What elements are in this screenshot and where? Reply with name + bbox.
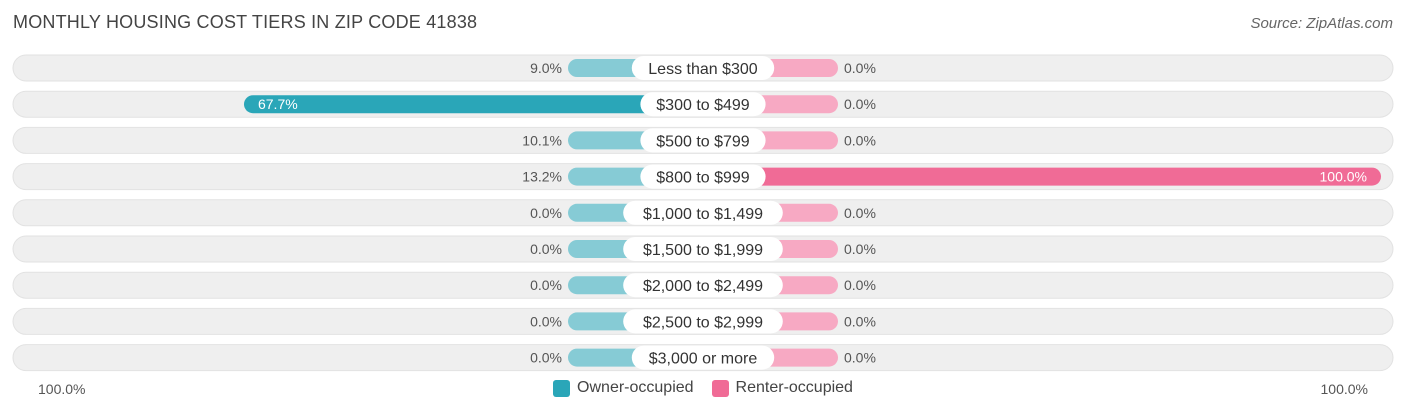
owner-value-label: 0.0%: [530, 277, 562, 293]
legend: Owner-occupied Renter-occupied: [0, 379, 1406, 397]
axis-left-max-label: 100.0%: [38, 381, 86, 397]
owner-value-label: 9.0%: [530, 60, 562, 76]
category-label: $2,000 to $2,499: [643, 278, 763, 295]
category-pill: [623, 273, 783, 298]
renter-value-label: 100.0%: [1320, 169, 1367, 185]
category-label: $800 to $999: [656, 170, 750, 187]
chart-title: MONTHLY HOUSING COST TIERS IN ZIP CODE 4…: [13, 12, 478, 32]
owner-value-label: 67.7%: [258, 96, 298, 112]
category-pill: [640, 92, 766, 117]
renter-value-label: 0.0%: [844, 132, 876, 148]
category-pill: [623, 200, 783, 225]
category-pill: [640, 128, 766, 153]
owner-value-label: 0.0%: [530, 350, 562, 366]
owner-value-label: 13.2%: [522, 169, 562, 185]
owner-value-label: 0.0%: [530, 313, 562, 329]
category-label: $1,000 to $1,499: [643, 206, 763, 223]
legend-label-owner: Owner-occupied: [577, 379, 694, 396]
chart-area: 9.0% 0.0% Less than $300 67.7% 0.0% $300 to $…: [12, 54, 1394, 372]
owner-bar: [243, 95, 703, 114]
source-label: Source: ZipAtlas.com: [1250, 15, 1393, 32]
category-label: $500 to $799: [656, 133, 750, 150]
renter-value-label: 0.0%: [844, 60, 876, 76]
owner-value-label: 0.0%: [530, 241, 562, 257]
category-pill: [623, 237, 783, 261]
category-label: $300 to $499: [656, 97, 750, 114]
renter-value-label: 0.0%: [844, 241, 876, 257]
legend-swatch-owner: [553, 379, 571, 397]
owner-value-label: 10.1%: [522, 132, 562, 148]
renter-value-label: 0.0%: [844, 277, 876, 293]
legend-item-owner[interactable]: Owner-occupied: [553, 379, 694, 397]
renter-value-label: 0.0%: [844, 313, 876, 329]
renter-bar: [703, 167, 1381, 186]
category-pill: [631, 56, 775, 80]
legend-item-renter[interactable]: Renter-occupied: [711, 379, 853, 397]
renter-value-label: 0.0%: [844, 350, 876, 366]
category-label: $1,500 to $1,999: [643, 242, 763, 259]
owner-value-label: 0.0%: [530, 205, 562, 221]
axis-right-max-label: 100.0%: [1320, 381, 1368, 397]
legend-label-renter: Renter-occupied: [735, 379, 853, 396]
category-pill: [631, 345, 775, 370]
category-pill: [623, 309, 783, 334]
category-pill: [640, 164, 766, 189]
category-label: $3,000 or more: [649, 351, 758, 368]
renter-value-label: 0.0%: [844, 96, 876, 112]
legend-swatch-renter: [711, 379, 729, 397]
renter-value-label: 0.0%: [844, 205, 876, 221]
category-label: Less than $300: [648, 61, 758, 78]
category-label: $2,500 to $2,999: [643, 314, 763, 331]
